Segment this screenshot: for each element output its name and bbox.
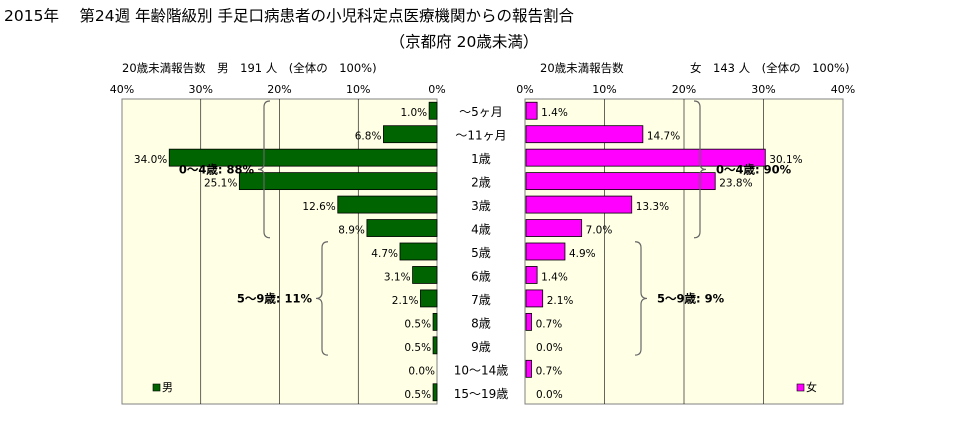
female-header-left: 20歳未満報告数 xyxy=(540,61,624,75)
age-category-label: 3歳 xyxy=(471,199,491,213)
male-header: 20歳未満報告数 男 191 人 (全体の 100%) xyxy=(122,61,377,75)
female-bar xyxy=(525,359,532,378)
female-data-label: 0.0% xyxy=(536,389,563,401)
male-bar xyxy=(337,195,438,214)
male-group-label: 5～9歳: 11% xyxy=(237,291,313,305)
male-data-label: 4.7% xyxy=(371,248,398,260)
age-category-label: 4歳 xyxy=(471,223,491,237)
female-data-label: 7.0% xyxy=(586,225,613,237)
female-legend-label: 女 xyxy=(806,380,817,394)
female-group-label: 5～9歳: 9% xyxy=(657,291,725,305)
male-group-brace xyxy=(315,241,329,356)
male-data-label: 12.6% xyxy=(302,201,335,213)
male-group-label: 0～4歳: 88% xyxy=(179,162,255,176)
female-data-label: 13.3% xyxy=(636,201,669,213)
male-bar xyxy=(383,125,438,144)
male-x-tick-label: 40% xyxy=(110,83,134,96)
male-data-label: 34.0% xyxy=(134,154,167,166)
male-bar xyxy=(420,289,438,308)
female-data-label: 30.1% xyxy=(769,154,802,166)
female-panel: 0% 10% 20% 30% 40% 20歳未満報告数 女 143 人 (全体の 100%)… xyxy=(516,61,855,405)
age-category-label: ～5ヶ月 xyxy=(459,105,503,119)
female-bar xyxy=(525,148,766,167)
male-bar xyxy=(399,242,438,261)
male-bar xyxy=(168,148,438,167)
male-x-tick-label: 10% xyxy=(346,83,370,96)
male-data-label: 0.5% xyxy=(404,389,431,401)
female-bar xyxy=(525,312,532,331)
female-legend-swatch xyxy=(796,383,805,392)
female-x-tick-label: 10% xyxy=(592,83,616,96)
age-category-label: 6歳 xyxy=(471,269,491,283)
male-x-tick-label: 0% xyxy=(428,83,445,96)
female-group-brace xyxy=(634,241,648,356)
male-bar xyxy=(428,101,438,120)
female-data-label: 2.1% xyxy=(547,295,574,307)
female-data-label: 1.4% xyxy=(541,271,568,283)
female-x-tick-label: 30% xyxy=(751,83,775,96)
female-data-label: 0.7% xyxy=(536,318,563,330)
female-x-tick-label: 40% xyxy=(831,83,855,96)
male-bar xyxy=(432,383,438,402)
age-category-label: 9歳 xyxy=(471,340,491,354)
age-category-label: 2歳 xyxy=(471,176,491,190)
female-data-label: 4.9% xyxy=(569,248,596,260)
male-data-label: 0.5% xyxy=(404,318,431,330)
male-data-label: 6.8% xyxy=(355,131,382,143)
age-category-label: ～11ヶ月 xyxy=(455,129,506,143)
chart-title-line2: （京都府 20歳未満） xyxy=(390,33,539,51)
female-group-label: 0～4歳: 90% xyxy=(716,162,792,176)
male-data-label: 8.9% xyxy=(338,225,365,237)
female-header-right: 女 143 人 (全体の 100%) xyxy=(690,61,849,75)
female-data-label: 0.0% xyxy=(536,342,563,354)
male-data-label: 1.0% xyxy=(400,107,427,119)
female-bar xyxy=(525,266,538,284)
age-category-label: 1歳 xyxy=(471,152,491,166)
male-legend-label: 男 xyxy=(162,381,173,394)
male-bar xyxy=(432,312,438,331)
female-group-brace xyxy=(693,100,707,239)
male-x-tick-label: 30% xyxy=(189,83,213,96)
female-data-label: 1.4% xyxy=(541,107,568,119)
female-bar xyxy=(525,195,633,214)
female-bar xyxy=(525,172,716,191)
male-legend-swatch xyxy=(152,383,161,392)
female-data-label: 14.7% xyxy=(647,131,680,143)
age-category-label: 10～14歳 xyxy=(454,363,509,377)
male-panel: 40% 30% 20% 10% 0% 20歳未満報告数 男 191 人 (全体の 100%… xyxy=(110,61,446,405)
male-bar xyxy=(432,336,438,355)
male-data-label: 25.1% xyxy=(204,178,237,190)
female-data-label: 0.7% xyxy=(536,365,563,377)
female-bar xyxy=(525,101,538,120)
female-x-tick-label: 0% xyxy=(516,83,533,96)
chart-title-line1: 2015年 第24週 年齢階級別 手足口病患者の小児科定点医療機関からの報告割合 xyxy=(4,7,574,25)
female-bar xyxy=(525,125,644,144)
age-category-labels: ～5ヶ月 ～11ヶ月 1歳 2歳 3歳 4歳 5歳 6歳 7歳 8歳 9歳 10～14歳 15～19歳 xyxy=(454,105,509,401)
male-bar xyxy=(366,219,438,237)
male-data-label: 0.0% xyxy=(408,365,435,377)
female-bar xyxy=(525,219,583,237)
age-category-label: 5歳 xyxy=(471,246,491,260)
male-bar xyxy=(412,266,438,284)
female-bar xyxy=(525,242,566,261)
male-x-tick-label: 20% xyxy=(267,83,291,96)
male-group-brace xyxy=(257,100,271,239)
female-bar xyxy=(525,289,544,308)
age-category-label: 7歳 xyxy=(471,293,491,307)
female-x-tick-label: 20% xyxy=(672,83,696,96)
male-data-label: 0.5% xyxy=(404,342,431,354)
male-data-label: 2.1% xyxy=(392,295,419,307)
female-data-label: 23.8% xyxy=(719,178,752,190)
age-category-label: 15～19歳 xyxy=(454,387,509,401)
male-data-label: 3.1% xyxy=(384,271,411,283)
age-category-label: 8歳 xyxy=(471,316,491,330)
male-bar xyxy=(238,172,438,191)
